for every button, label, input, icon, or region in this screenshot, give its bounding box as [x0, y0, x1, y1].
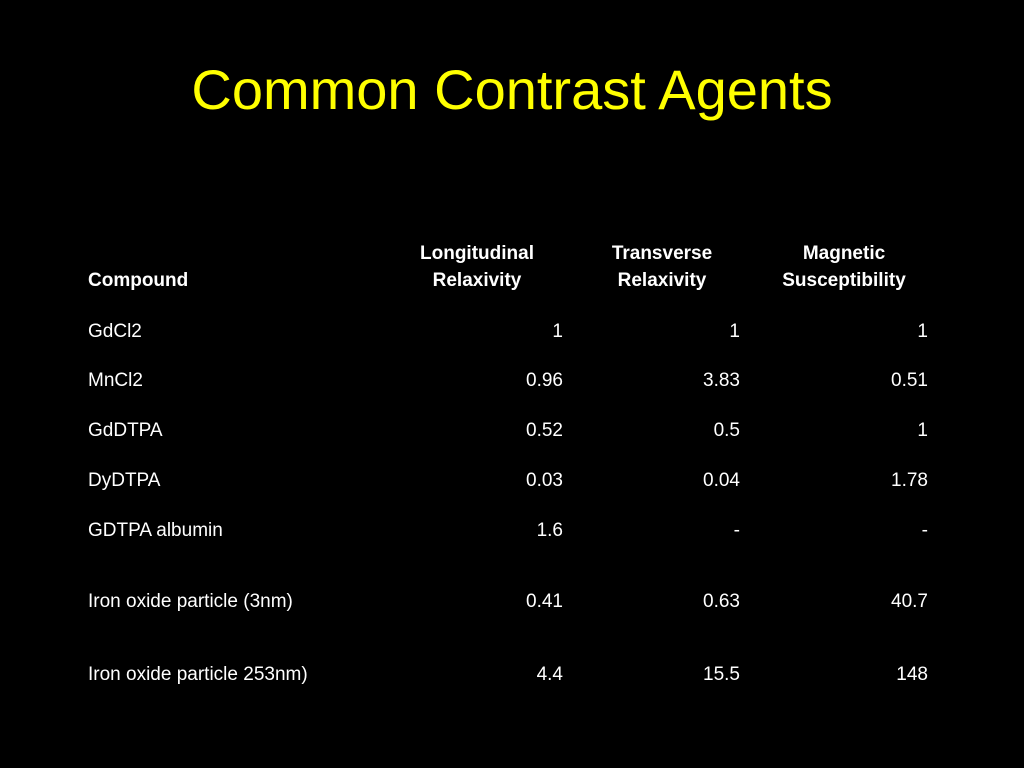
value-cell: - [733, 520, 740, 541]
value-cell: 0.63 [703, 591, 740, 612]
value-cell: 1 [552, 321, 563, 342]
row-label: MnCl2 [88, 370, 143, 391]
value-cell: 1 [917, 321, 928, 342]
value-cell: 4.4 [536, 664, 563, 685]
row-label: GdCl2 [88, 321, 142, 342]
header-cell: Magnetic [802, 243, 886, 264]
value-cell: 0.04 [703, 470, 740, 491]
value-cell: 15.5 [703, 664, 740, 685]
value-cell: 0.51 [891, 370, 928, 391]
value-cell: 148 [896, 664, 928, 685]
row-label: Iron oxide particle (3nm) [88, 591, 293, 612]
value-cell: - [921, 520, 928, 541]
value-cell: 0.96 [526, 370, 563, 391]
value-cell: 0.5 [713, 420, 740, 441]
row-label: Iron oxide particle 253nm) [88, 664, 308, 685]
value-cell: 0.52 [526, 420, 563, 441]
header-cell: Susceptibility [782, 270, 906, 291]
row-label: GDTPA albumin [88, 520, 223, 541]
value-cell: 3.83 [703, 370, 740, 391]
header-cell: Relaxivity [617, 270, 707, 291]
value-cell: 1.6 [536, 520, 563, 541]
value-cell: 1.78 [891, 470, 928, 491]
header-cell: Longitudinal [420, 243, 534, 264]
slide-title: Common Contrast Agents [191, 58, 833, 121]
value-cell: 1 [917, 420, 928, 441]
row-label: GdDTPA [88, 420, 163, 441]
value-cell: 1 [729, 321, 740, 342]
header-cell: Transverse [611, 243, 713, 264]
header-cell: Relaxivity [432, 270, 522, 291]
row-label: DyDTPA [88, 470, 161, 491]
value-cell: 40.7 [891, 591, 928, 612]
value-cell: 0.03 [526, 470, 563, 491]
value-cell: 0.41 [526, 591, 563, 612]
header-cell: Compound [88, 270, 189, 291]
